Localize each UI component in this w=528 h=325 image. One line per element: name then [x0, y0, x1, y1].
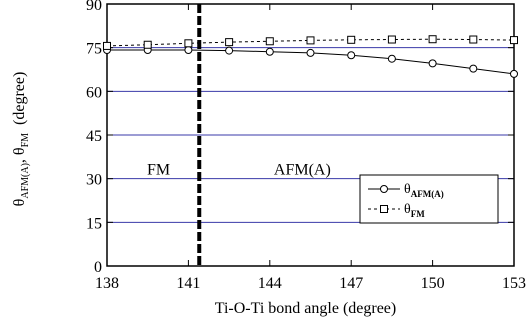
series-layer	[103, 35, 518, 78]
data-point-s1	[225, 46, 234, 55]
region-label-2: AFM(A)	[274, 161, 331, 178]
data-point-s2	[103, 41, 111, 50]
annotation-layer: FM AFM(A)	[147, 161, 331, 178]
data-point-s1	[347, 51, 356, 60]
y-axis-separator: ,	[11, 155, 28, 163]
y-tick-label: 0	[94, 259, 102, 276]
legend-box	[359, 174, 499, 224]
ticks-layer: 0 15 30 45 60 75 90 138 141 144 147 150 153	[86, 0, 526, 292]
y-tick-label: 90	[86, 0, 102, 14]
x-tick-label: 153	[502, 275, 526, 292]
data-point-s2	[306, 36, 315, 45]
data-point-s2	[469, 35, 478, 44]
data-point-s1	[265, 47, 274, 56]
x-tick-label: 138	[95, 275, 119, 292]
x-axis-title: Ti-O-Ti bond angle (degree)	[215, 300, 396, 317]
y-tick-label: 75	[86, 41, 102, 58]
data-point-s1	[306, 48, 315, 57]
y-axis-unit: (degree)	[11, 72, 28, 125]
data-point-s2	[225, 38, 234, 47]
legend-label-sub-1: AFM(A)	[411, 189, 444, 199]
data-point-s2	[428, 35, 437, 44]
legend-label-sub-2: FM	[411, 209, 425, 219]
y-axis-title: θAFM(A), θFM(degree)	[11, 72, 31, 207]
data-point-s1	[510, 69, 518, 78]
y-axis-sub-1: AFM(A)	[20, 163, 31, 199]
y-axis-theta-1: θ	[11, 199, 28, 207]
data-point-s1	[428, 59, 437, 68]
data-point-s1	[387, 54, 396, 63]
y-axis-theta-2: θ	[11, 147, 28, 155]
y-tick-label: 60	[86, 84, 102, 101]
data-point-s2	[347, 35, 356, 44]
legend-marker-2	[380, 205, 388, 213]
data-point-s2	[510, 36, 518, 45]
data-point-s1	[184, 45, 193, 54]
y-axis-sub-2: FM	[20, 133, 31, 148]
data-point-s2	[265, 37, 274, 46]
data-point-s1	[469, 64, 478, 73]
y-tick-label: 30	[86, 172, 102, 189]
x-tick-label: 144	[258, 275, 282, 292]
data-point-s2	[387, 35, 396, 44]
series-line-2	[106, 38, 515, 47]
legend: θAFM(A)θFM	[359, 174, 499, 224]
y-tick-label: 45	[86, 128, 102, 145]
region-label-1: FM	[147, 161, 170, 178]
x-tick-label: 150	[421, 275, 445, 292]
x-tick-label: 141	[176, 275, 200, 292]
data-point-s2	[143, 40, 152, 49]
data-point-s2	[184, 39, 193, 48]
legend-marker-1	[380, 185, 388, 193]
x-tick-label: 147	[339, 275, 363, 292]
y-tick-label: 15	[86, 215, 102, 232]
